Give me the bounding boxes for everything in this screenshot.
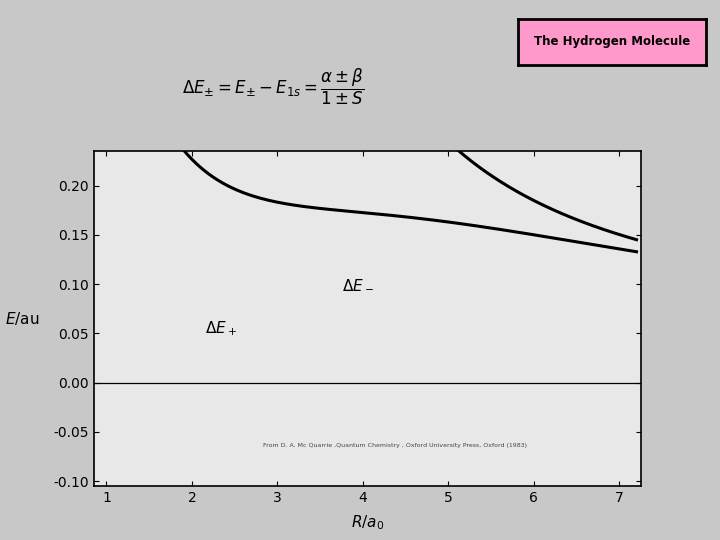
Text: $\Delta E_-$: $\Delta E_-$: [341, 276, 374, 292]
Text: From D. A. Mc Quarrie ,Quantum Chemistry , Oxford University Press, Oxford (1983: From D. A. Mc Quarrie ,Quantum Chemistry…: [263, 443, 526, 448]
Text: $\Delta E_+$: $\Delta E_+$: [204, 319, 237, 338]
Y-axis label: $E$/au: $E$/au: [4, 310, 39, 327]
Text: The Hydrogen Molecule: The Hydrogen Molecule: [534, 35, 690, 49]
X-axis label: $R/a_0$: $R/a_0$: [351, 513, 384, 532]
Text: $\Delta E_{\pm} = E_{\pm} - E_{1s} = \dfrac{\alpha \pm \beta}{1 \pm S}$: $\Delta E_{\pm} = E_{\pm} - E_{1s} = \df…: [182, 66, 365, 106]
